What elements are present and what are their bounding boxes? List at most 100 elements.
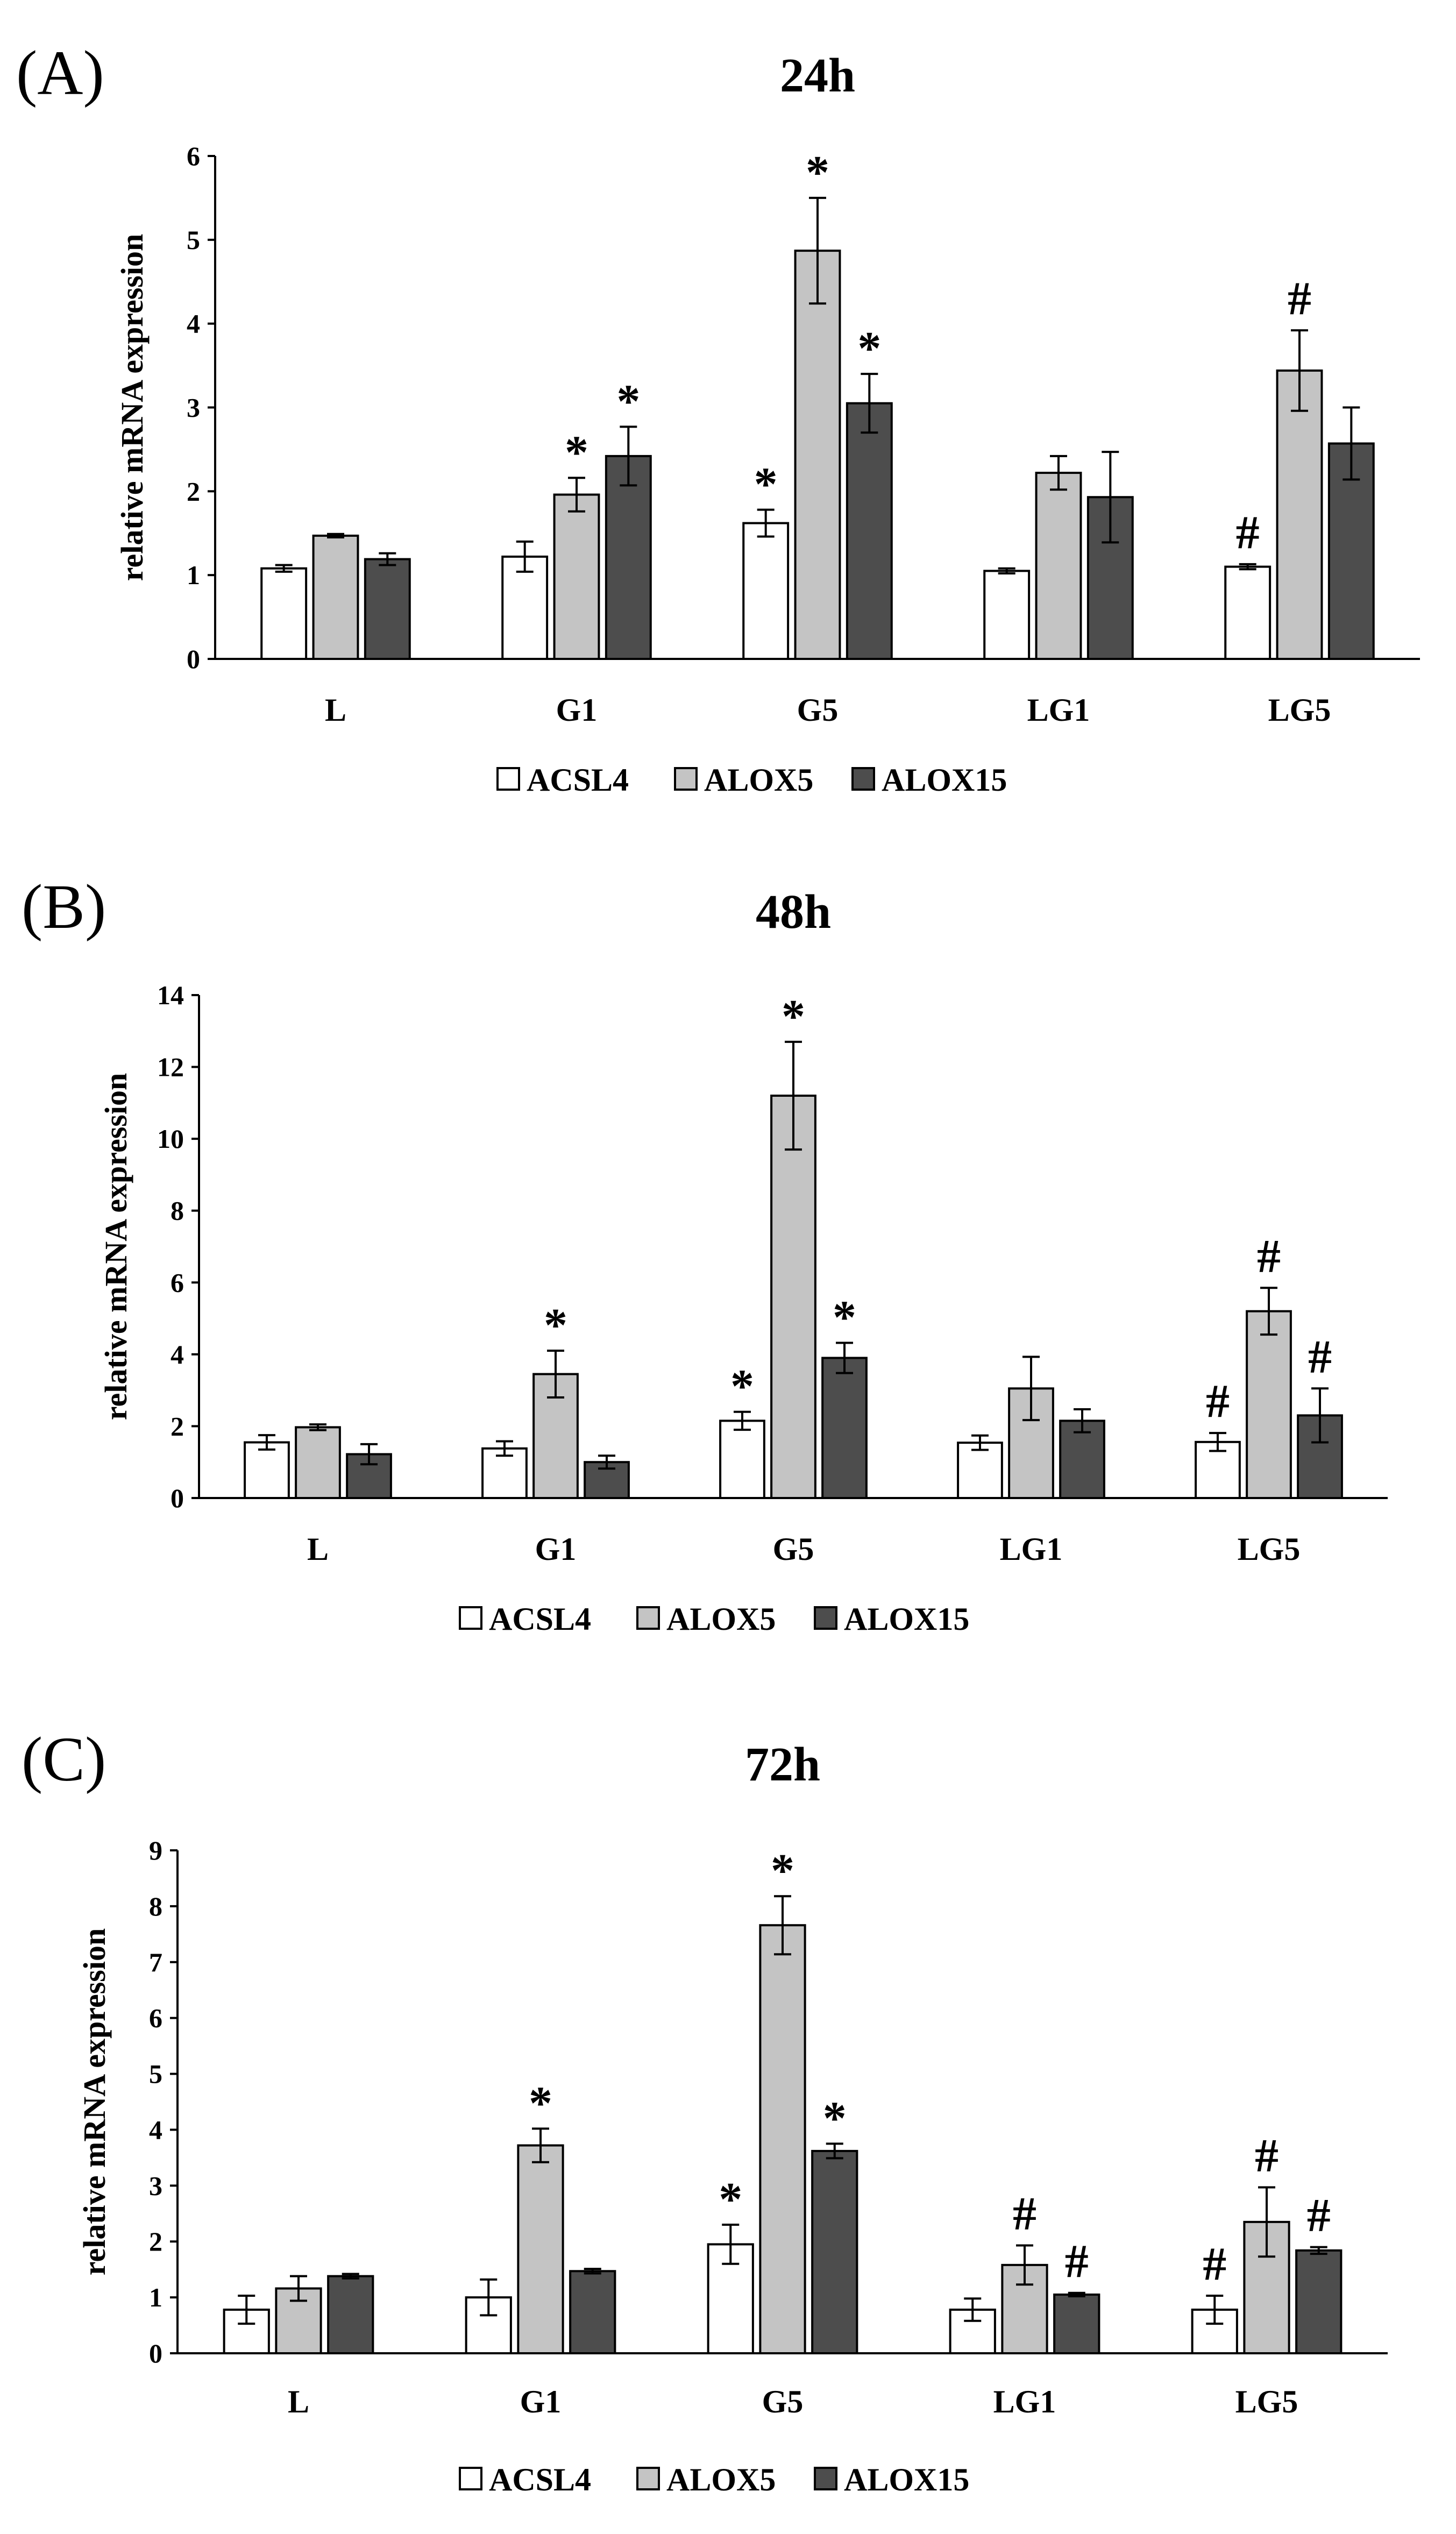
- category-label: LG1: [1000, 1531, 1063, 1567]
- significance-hash: #: [1257, 1230, 1281, 1282]
- significance-hash: #: [1255, 2130, 1279, 2182]
- y-tick-label: 4: [149, 2114, 162, 2145]
- bar-alox15: [364, 558, 411, 661]
- y-tick-label: 6: [171, 1267, 184, 1297]
- significance-star: *: [719, 2174, 742, 2226]
- y-tick-label: 12: [157, 1052, 184, 1082]
- significance-star: *: [544, 1300, 567, 1352]
- bar-alox15: [327, 2275, 374, 2354]
- chart-title: 48h: [756, 885, 831, 939]
- bar-alox15: [821, 1357, 868, 1499]
- significance-hash: #: [1236, 507, 1260, 559]
- bar-alox15: [811, 2149, 858, 2354]
- category-label: G5: [797, 692, 839, 728]
- legend-swatch-acsl4: [459, 2467, 482, 2490]
- y-tick-label: 8: [171, 1196, 184, 1226]
- bar-alox5: [770, 1095, 816, 1499]
- panel-label: (A): [16, 38, 104, 108]
- significance-hash: #: [1013, 2188, 1036, 2240]
- significance-star: *: [823, 2092, 847, 2145]
- legend-swatch-acsl4: [496, 767, 520, 791]
- bar-alox15: [1295, 2249, 1343, 2354]
- significance-star: *: [565, 427, 588, 479]
- y-axis-label: relative mRNA expression: [115, 234, 150, 581]
- legend-swatch-alox5: [636, 1606, 660, 1630]
- significance-star: *: [833, 1291, 856, 1344]
- legend-label-alox15: ALOX15: [844, 2462, 969, 2497]
- y-tick-label: 4: [171, 1339, 184, 1369]
- bar-alox5: [312, 534, 359, 660]
- bar-alox5: [553, 493, 600, 660]
- y-tick-label: 2: [149, 2226, 162, 2256]
- category-label: LG5: [1235, 2384, 1298, 2419]
- category-label: G1: [520, 2384, 562, 2419]
- bar-alox15: [1059, 1419, 1105, 1499]
- y-tick-label: 14: [157, 980, 184, 1010]
- significance-star: *: [730, 1361, 754, 1413]
- bar-alox5: [517, 2144, 564, 2355]
- legend-label-acsl4: ACSL4: [527, 762, 629, 798]
- bar-alox15: [605, 455, 652, 661]
- y-tick-label: 0: [187, 644, 200, 674]
- category-label: L: [288, 2384, 309, 2419]
- bar-alox15: [569, 2270, 616, 2354]
- y-tick-label: 10: [157, 1124, 184, 1154]
- significance-hash: #: [1203, 2238, 1226, 2290]
- category-label: LG1: [993, 2384, 1056, 2419]
- bar-acsl4: [983, 570, 1031, 660]
- legend-label-acsl4: ACSL4: [489, 2462, 591, 2497]
- y-tick-label: 8: [149, 1891, 162, 1921]
- legend-swatch-acsl4: [459, 1606, 482, 1630]
- bar-alox5: [1246, 1310, 1292, 1500]
- category-label: L: [307, 1531, 329, 1567]
- category-label: G1: [556, 692, 598, 728]
- significance-hash: #: [1288, 273, 1311, 325]
- y-tick-label: 4: [187, 309, 200, 339]
- bar-acsl4: [1224, 565, 1272, 661]
- category-label: LG5: [1268, 692, 1331, 728]
- y-tick-label: 2: [171, 1411, 184, 1441]
- chart-title: 72h: [745, 1738, 820, 1791]
- y-tick-label: 6: [187, 141, 200, 171]
- bar-alox15: [846, 402, 893, 660]
- category-label: LG5: [1238, 1531, 1301, 1567]
- legend-label-alox15: ALOX15: [844, 1601, 969, 1637]
- bar-alox5: [1276, 369, 1323, 660]
- chart-title: 24h: [780, 49, 855, 102]
- y-tick-label: 0: [149, 2338, 162, 2368]
- bar-acsl4: [260, 567, 308, 660]
- significance-hash: #: [1206, 1375, 1230, 1428]
- y-tick-label: 5: [149, 2059, 162, 2089]
- significance-hash: #: [1307, 2190, 1331, 2242]
- bar-acsl4: [742, 522, 790, 660]
- y-tick-label: 2: [187, 476, 200, 506]
- y-tick-label: 6: [149, 2003, 162, 2033]
- bar-alox5: [759, 1924, 806, 2355]
- legend-label-alox5: ALOX5: [666, 1601, 776, 1637]
- significance-star: *: [616, 375, 640, 428]
- y-tick-label: 3: [149, 2170, 162, 2201]
- y-axis-label: relative mRNA expression: [98, 1073, 133, 1420]
- significance-star: *: [754, 459, 778, 511]
- legend-label-acsl4: ACSL4: [489, 1601, 591, 1637]
- legend-swatch-alox5: [636, 2467, 660, 2490]
- y-tick-label: 3: [187, 393, 200, 423]
- category-label: G1: [535, 1531, 577, 1567]
- y-tick-label: 9: [149, 1835, 162, 1865]
- y-tick-label: 0: [171, 1483, 184, 1513]
- significance-hash: #: [1308, 1331, 1332, 1383]
- significance-star: *: [529, 2077, 552, 2130]
- legend-label-alox5: ALOX5: [704, 762, 813, 798]
- y-tick-label: 1: [187, 560, 200, 590]
- panel-label: (B): [22, 871, 106, 942]
- legend-label-alox5: ALOX5: [666, 2462, 776, 2497]
- legend-swatch-alox15: [814, 1606, 837, 1630]
- bar-acsl4: [957, 1442, 1003, 1499]
- bar-alox5: [794, 250, 841, 660]
- bar-acsl4: [719, 1419, 765, 1499]
- bar-acsl4: [481, 1447, 528, 1499]
- bar-acsl4: [244, 1441, 290, 1500]
- significance-star: *: [771, 1845, 794, 1897]
- category-label: L: [325, 692, 346, 728]
